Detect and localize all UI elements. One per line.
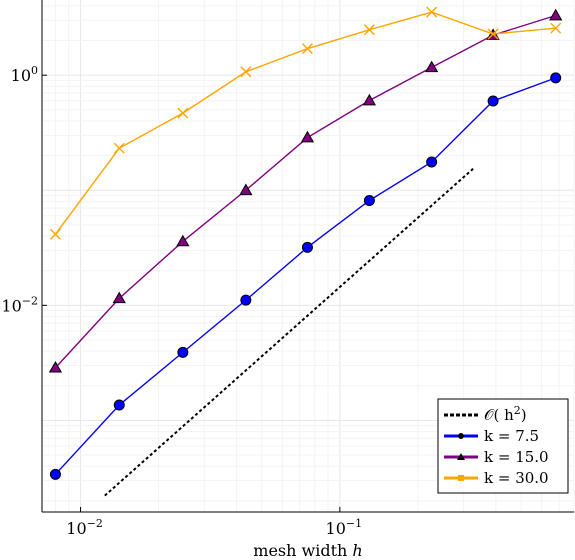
series-layer — [48, 6, 563, 497]
series-2 — [48, 8, 563, 373]
data-point — [549, 8, 563, 21]
data-point — [49, 468, 61, 480]
legend-label: k = 15.0 — [484, 448, 549, 466]
data-point — [113, 399, 125, 411]
x-axis-label: mesh width h — [253, 541, 362, 560]
legend-marker — [457, 453, 465, 460]
y-tick-label: 100 — [11, 64, 38, 85]
x-tick-label: 10−1 — [326, 517, 363, 538]
data-point — [113, 142, 125, 154]
data-point — [112, 291, 126, 304]
data-point — [301, 241, 313, 253]
legend-label: k = 7.5 — [484, 427, 539, 445]
data-point — [426, 6, 438, 18]
data-point — [363, 24, 375, 36]
data-point — [48, 360, 63, 373]
data-point — [426, 156, 438, 168]
data-point — [240, 294, 252, 306]
series-3 — [49, 6, 562, 240]
data-point — [239, 183, 253, 196]
legend-label: k = 30.0 — [484, 469, 549, 487]
data-point — [363, 194, 375, 206]
data-point — [550, 72, 562, 84]
series-line — [54, 14, 556, 369]
legend-label: 𝒪( h2) — [484, 404, 527, 424]
data-point — [301, 43, 313, 55]
legend-marker — [458, 433, 464, 439]
y-tick-label: 10−2 — [1, 294, 38, 315]
data-point — [240, 66, 252, 78]
data-point — [550, 22, 562, 34]
series-1 — [49, 72, 562, 480]
data-point — [176, 234, 190, 247]
data-point — [177, 346, 189, 358]
series-line — [54, 11, 556, 235]
data-point — [49, 228, 61, 240]
x-tick-label: 10−2 — [66, 517, 103, 538]
data-point — [425, 60, 439, 73]
legend-marker — [458, 475, 464, 481]
data-point — [177, 107, 189, 119]
data-point — [300, 130, 315, 143]
data-point — [487, 28, 499, 40]
data-point — [362, 93, 377, 106]
data-point — [487, 95, 499, 107]
axis-ticks: 10−2 10−1 10−2 100 — [1, 64, 362, 538]
plot-frame — [41, 0, 574, 513]
legend: 𝒪( h2) k = 7.5 k = 15.0 k = 30.0 — [437, 398, 569, 494]
